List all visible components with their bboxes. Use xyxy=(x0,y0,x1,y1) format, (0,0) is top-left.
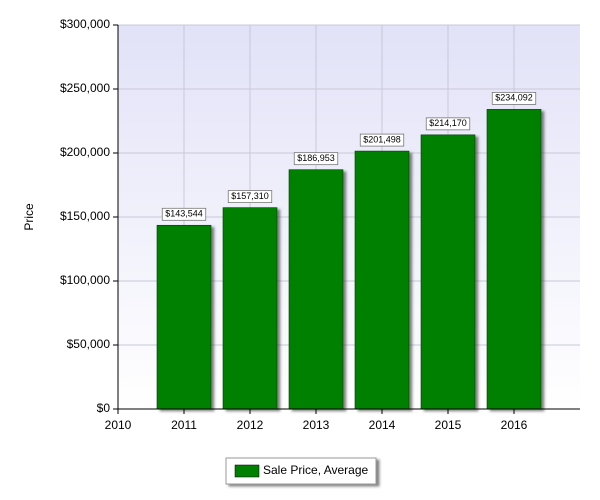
bar xyxy=(288,169,344,410)
value-label: $186,953 xyxy=(297,153,335,163)
value-label-box xyxy=(161,207,207,221)
bar xyxy=(156,224,212,410)
value-label: $201,498 xyxy=(363,134,401,144)
value-label-box xyxy=(425,117,471,131)
bar xyxy=(354,150,410,410)
x-tick-label: 2014 xyxy=(369,418,396,432)
bar xyxy=(420,134,476,410)
y-tick-label: $250,000 xyxy=(60,81,110,95)
value-label-box xyxy=(491,92,537,105)
legend-swatch xyxy=(234,464,260,478)
value-label-box xyxy=(359,133,405,147)
value-label-box xyxy=(293,152,339,166)
y-tick-label: $50,000 xyxy=(67,337,111,351)
x-tick-label: 2010 xyxy=(105,418,132,432)
y-tick-label: $300,000 xyxy=(60,17,110,31)
y-axis-title: Price xyxy=(22,203,36,231)
y-tick-label: $100,000 xyxy=(60,273,110,287)
value-label: $214,170 xyxy=(429,118,467,128)
x-tick-label: 2016 xyxy=(501,418,528,432)
x-tick-label: 2011 xyxy=(171,418,197,432)
value-label: $143,544 xyxy=(165,209,203,219)
value-label: $157,310 xyxy=(231,191,269,201)
x-tick-label: 2015 xyxy=(435,418,462,432)
x-tick-label: 2013 xyxy=(303,418,330,432)
legend-label: Sale Price, Average xyxy=(263,463,369,477)
y-tick-label: $200,000 xyxy=(60,145,110,159)
y-tick-label: $0 xyxy=(97,401,111,415)
bar xyxy=(486,109,542,410)
x-tick-label: 2012 xyxy=(237,418,264,432)
y-tick-label: $150,000 xyxy=(60,209,110,223)
value-label: $234,092 xyxy=(495,93,533,103)
bar xyxy=(222,207,278,410)
value-label-box xyxy=(227,190,273,203)
